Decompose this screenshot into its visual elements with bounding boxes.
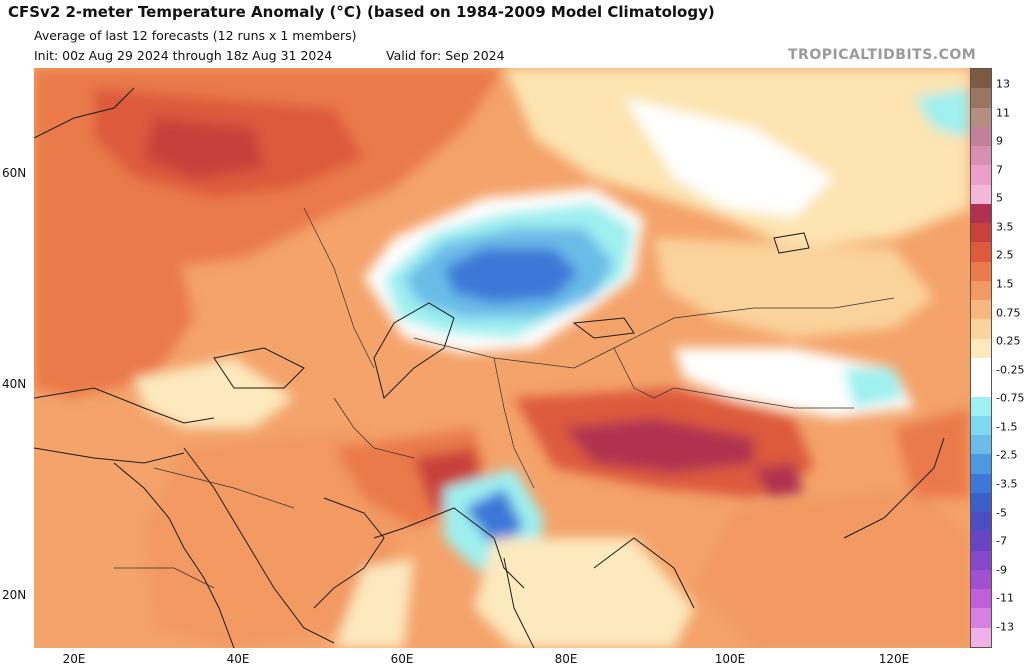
red-sea-east bbox=[183, 447, 335, 644]
colorbar-swatch bbox=[971, 608, 991, 629]
caspian-sea bbox=[373, 302, 455, 399]
arctic-cool-patch bbox=[914, 88, 970, 138]
lon-label-20e: 20E bbox=[62, 652, 86, 666]
colorbar-swatch bbox=[971, 627, 991, 648]
colorbar-tick-label: 0.75 bbox=[996, 306, 1021, 320]
coastlines bbox=[34, 87, 945, 648]
arctic-neutral-zone bbox=[624, 98, 834, 218]
colorbar-tick-label: -13 bbox=[996, 620, 1014, 634]
colorbar-swatch bbox=[971, 184, 991, 205]
plot-subtitle: Average of last 12 forecasts (12 runs x … bbox=[34, 28, 357, 43]
europe-warm bbox=[34, 228, 194, 398]
colorbar-swatch bbox=[971, 223, 991, 243]
colorbar-swatch bbox=[971, 473, 991, 494]
colorbar-swatch bbox=[971, 88, 991, 109]
colorbar-tick-label: 3.5 bbox=[996, 220, 1014, 234]
colorbar-swatch bbox=[971, 550, 991, 571]
colorbar-swatch bbox=[971, 146, 991, 166]
colorbar-swatch bbox=[971, 242, 991, 263]
init-time: Init: 00z Aug 29 2024 through 18z Aug 31… bbox=[34, 48, 333, 63]
china-east-coast bbox=[843, 437, 945, 539]
kazakhstan-cold-core bbox=[444, 248, 579, 303]
lake-balkhash bbox=[572, 317, 635, 339]
colorbar-tick-label: 9 bbox=[996, 134, 1003, 148]
colorbar-swatch bbox=[971, 165, 991, 186]
colorbar-tick-label: 2.5 bbox=[996, 248, 1014, 262]
colorbar-tick-label: -0.75 bbox=[996, 391, 1024, 405]
colorbar-swatch bbox=[971, 492, 991, 513]
colorbar-tick-label: -1.5 bbox=[996, 420, 1018, 434]
india-west-coast bbox=[503, 557, 535, 648]
valid-time: Valid for: Sep 2024 bbox=[386, 48, 505, 63]
colorbar-swatch bbox=[971, 531, 991, 552]
colorbar-swatch bbox=[971, 396, 991, 417]
anatolia-light bbox=[134, 358, 294, 428]
colorbar-swatch bbox=[971, 454, 991, 475]
makran-coast bbox=[373, 507, 525, 589]
lon-label-120e: 120E bbox=[878, 652, 910, 666]
lon-label-100e: 100E bbox=[714, 652, 746, 666]
site-credit: TROPICALTIDBITS.COM bbox=[788, 47, 977, 63]
korea-warm bbox=[894, 408, 970, 498]
colorbar-tick-label: 5 bbox=[996, 191, 1003, 205]
south-china-warm bbox=[694, 488, 970, 648]
colorbar-swatch bbox=[971, 126, 991, 147]
colorbar-tick-label: -9 bbox=[996, 563, 1007, 577]
anomaly-map-svg bbox=[34, 68, 970, 648]
colorbar-swatch bbox=[971, 300, 991, 320]
mongolia-warm-light bbox=[654, 238, 934, 338]
colorbar-tick-label: 11 bbox=[996, 106, 1010, 120]
lat-label-20n: 20N bbox=[2, 588, 27, 602]
colorbar-swatch bbox=[971, 338, 991, 359]
colorbar-tick-label: -5 bbox=[996, 506, 1007, 520]
colorbar-swatch bbox=[971, 435, 991, 455]
lat-label-40n: 40N bbox=[2, 377, 27, 391]
anomaly-map bbox=[34, 68, 970, 648]
country-borders bbox=[114, 207, 895, 589]
india-light bbox=[474, 538, 694, 648]
colorbar-tick-label: -11 bbox=[996, 591, 1014, 605]
plot-title: CFSv2 2-meter Temperature Anomaly (°C) (… bbox=[8, 3, 715, 21]
persian-gulf bbox=[313, 497, 385, 609]
colorbar-swatch bbox=[971, 415, 991, 436]
colorbar-swatch bbox=[971, 569, 991, 590]
lon-label-60e: 60E bbox=[390, 652, 414, 666]
colorbar-swatch bbox=[971, 319, 991, 340]
scandinavia-coast bbox=[34, 87, 135, 139]
red-sea-west bbox=[113, 462, 235, 648]
arabian-sea-light bbox=[334, 558, 414, 648]
colorbar-swatch bbox=[971, 203, 991, 224]
colorbar-swatch bbox=[971, 280, 991, 301]
colorbar-tick-label: -0.25 bbox=[996, 363, 1024, 377]
colorbar-swatch bbox=[971, 261, 991, 282]
colorbar bbox=[970, 68, 992, 648]
colorbar-swatch bbox=[971, 377, 991, 398]
colorbar-tick-label: -7 bbox=[996, 534, 1007, 548]
lake-baikal bbox=[773, 232, 810, 254]
north-china-cool bbox=[844, 368, 904, 408]
colorbar-tick-label: -3.5 bbox=[996, 477, 1018, 491]
colorbar-tick-label: 0.25 bbox=[996, 334, 1021, 348]
colorbar-swatch bbox=[971, 358, 991, 378]
tibet-hot-core bbox=[564, 418, 754, 473]
colorbar-tick-label: 13 bbox=[996, 77, 1010, 91]
russia-hot-core bbox=[144, 118, 264, 178]
black-sea bbox=[213, 347, 305, 389]
colorbar-swatch bbox=[971, 69, 991, 89]
colorbar-swatch bbox=[971, 107, 991, 128]
mediterranean-north bbox=[34, 387, 215, 424]
arabia-warm bbox=[144, 428, 404, 648]
colorbar-tick-label: 1.5 bbox=[996, 277, 1014, 291]
mediterranean-south bbox=[34, 447, 185, 464]
bay-of-bengal bbox=[593, 537, 695, 609]
sichuan-hot bbox=[754, 463, 804, 498]
colorbar-swatch bbox=[971, 589, 991, 609]
colorbar-tick-label: -2.5 bbox=[996, 448, 1018, 462]
lon-label-40e: 40E bbox=[226, 652, 250, 666]
colorbar-tick-label: 7 bbox=[996, 163, 1003, 177]
colorbar-swatch bbox=[971, 512, 991, 532]
indus-cold-core bbox=[464, 488, 524, 548]
lat-label-60n: 60N bbox=[2, 166, 27, 180]
lon-label-80e: 80E bbox=[554, 652, 578, 666]
